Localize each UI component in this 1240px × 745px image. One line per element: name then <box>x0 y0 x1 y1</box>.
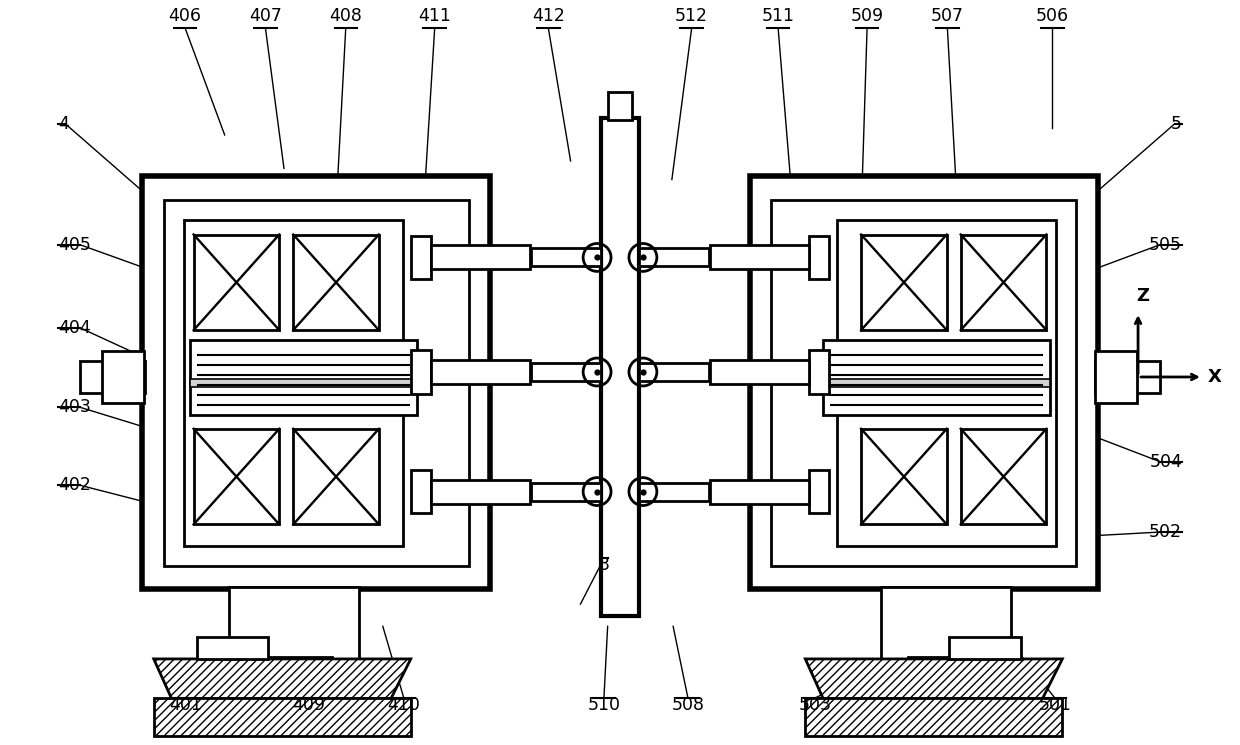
Text: 508: 508 <box>671 696 704 714</box>
Bar <box>608 92 632 120</box>
Bar <box>531 249 601 267</box>
Text: 501: 501 <box>1038 696 1071 714</box>
Bar <box>961 235 1047 330</box>
Bar <box>430 245 531 270</box>
Text: 512: 512 <box>675 7 708 25</box>
Bar <box>908 657 983 699</box>
Bar <box>190 379 417 387</box>
Bar <box>961 429 1047 524</box>
Text: 404: 404 <box>58 319 91 337</box>
Bar <box>190 340 417 415</box>
Bar <box>410 469 430 513</box>
Bar <box>410 350 430 394</box>
Bar <box>193 235 279 330</box>
Text: 406: 406 <box>169 7 202 25</box>
Text: 412: 412 <box>532 7 564 25</box>
Bar <box>810 350 830 394</box>
Text: 503: 503 <box>799 696 832 714</box>
Bar <box>882 587 1011 659</box>
Bar <box>197 637 268 659</box>
Text: 507: 507 <box>931 7 963 25</box>
Text: 410: 410 <box>387 696 420 714</box>
Bar <box>410 235 430 279</box>
Bar <box>293 429 379 524</box>
Bar <box>81 361 145 393</box>
Bar <box>154 698 410 735</box>
Bar <box>861 429 947 524</box>
Bar <box>164 200 469 566</box>
Text: 506: 506 <box>1035 7 1069 25</box>
Text: 409: 409 <box>293 696 325 714</box>
Bar <box>229 587 358 659</box>
Text: 3: 3 <box>599 557 609 574</box>
Text: 5: 5 <box>1171 115 1182 133</box>
Bar <box>1095 361 1159 393</box>
Bar <box>184 220 403 546</box>
Bar <box>193 429 279 524</box>
Bar <box>837 220 1056 546</box>
Polygon shape <box>154 659 410 699</box>
Text: 510: 510 <box>588 696 620 714</box>
Text: 408: 408 <box>330 7 362 25</box>
Text: 403: 403 <box>58 399 91 416</box>
Bar <box>709 480 810 504</box>
Bar <box>293 235 379 330</box>
Text: 402: 402 <box>58 476 91 495</box>
Text: 407: 407 <box>249 7 281 25</box>
Bar <box>601 118 639 616</box>
Bar <box>749 176 1099 589</box>
Bar <box>709 360 810 384</box>
Bar <box>709 245 810 270</box>
Text: 405: 405 <box>58 236 91 254</box>
Bar <box>861 235 947 330</box>
Text: 509: 509 <box>851 7 884 25</box>
Text: Z: Z <box>1137 288 1149 305</box>
Bar <box>102 351 144 403</box>
Text: 505: 505 <box>1149 236 1182 254</box>
Bar <box>141 176 491 589</box>
Bar <box>1095 351 1137 403</box>
Bar <box>639 249 709 267</box>
Bar <box>805 698 1063 735</box>
Bar <box>639 483 709 501</box>
Text: X: X <box>1208 368 1221 386</box>
Bar <box>639 363 709 381</box>
Text: 411: 411 <box>418 7 451 25</box>
Bar <box>531 483 601 501</box>
Text: 4: 4 <box>58 115 68 133</box>
Text: 511: 511 <box>761 7 795 25</box>
Bar <box>949 637 1021 659</box>
Bar <box>531 363 601 381</box>
Bar <box>823 340 1050 415</box>
Text: 502: 502 <box>1149 523 1182 541</box>
Bar <box>771 200 1076 566</box>
Text: 401: 401 <box>169 696 202 714</box>
Bar <box>823 379 1050 387</box>
Bar <box>430 480 531 504</box>
Bar <box>810 469 830 513</box>
Bar <box>257 657 332 699</box>
Polygon shape <box>805 659 1063 699</box>
Bar <box>810 235 830 279</box>
Text: 504: 504 <box>1149 452 1182 471</box>
Bar <box>430 360 531 384</box>
